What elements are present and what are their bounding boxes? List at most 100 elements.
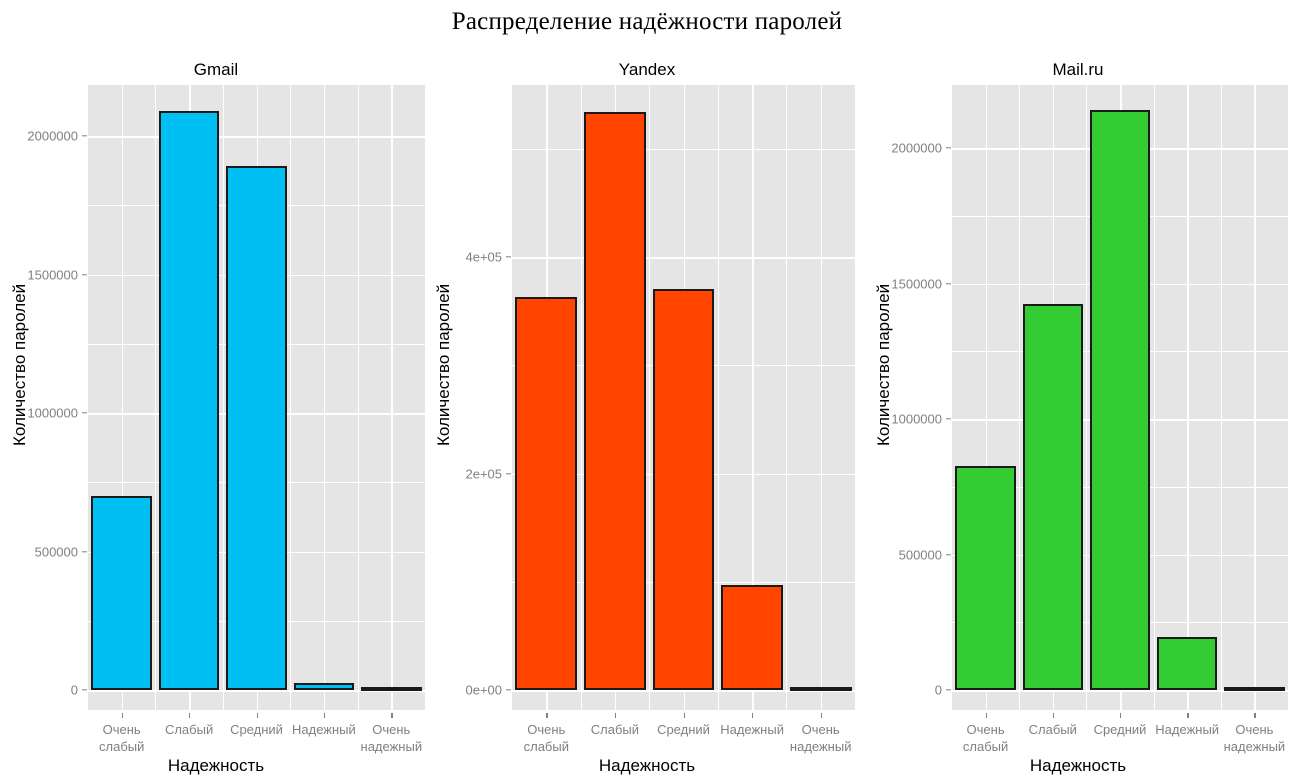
gridline-major-vertical xyxy=(820,85,823,710)
bar xyxy=(721,584,783,690)
x-tick-mark xyxy=(189,713,191,718)
gridline-minor-vertical xyxy=(855,85,856,710)
y-tick-label: 0 xyxy=(70,682,78,698)
gridline-minor-vertical xyxy=(580,85,582,710)
x-tick-label: Средний xyxy=(657,722,710,737)
gridline-major-vertical xyxy=(121,85,124,710)
x-tick-mark xyxy=(683,713,685,718)
x-tick-mark xyxy=(1254,713,1256,718)
x-tick-mark xyxy=(391,713,393,718)
bar xyxy=(1224,687,1285,691)
x-tick-label: Слабый xyxy=(590,722,640,737)
bar xyxy=(226,166,287,690)
x-tick-mark xyxy=(1120,713,1122,718)
facet-panel-yandex: Yandex Количество паролей Надежность 0e+00 2… xyxy=(432,60,862,782)
y-tick-mark xyxy=(82,689,87,691)
y-axis-label: Количество паролей xyxy=(434,283,453,447)
facet-panel-mail-ru: Mail.ru Количество паролей Надежность 0 5000… xyxy=(862,60,1294,782)
bar xyxy=(1022,303,1084,690)
plot-area xyxy=(952,85,1289,710)
y-tick-label: 2e+05 xyxy=(465,466,502,481)
bar xyxy=(91,496,153,690)
y-tick-label: 0e+00 xyxy=(465,682,502,698)
facet-panel-gmail: Gmail Количество паролей Надежность 0 500000… xyxy=(0,60,432,782)
gridline-minor-vertical xyxy=(1153,85,1155,710)
x-tick-label: Очень слабый xyxy=(523,722,569,754)
gridline-minor-vertical xyxy=(1019,85,1021,710)
gridline-minor-vertical xyxy=(1288,85,1289,710)
y-tick-mark xyxy=(946,418,951,420)
x-tick-label: Надежный xyxy=(292,722,356,737)
bar xyxy=(584,111,646,690)
x-tick-label: Очень надежный xyxy=(789,722,852,754)
x-axis-label: Надежность xyxy=(1029,756,1127,775)
x-axis-label: Надежность xyxy=(167,756,265,775)
y-tick-label: 1000000 xyxy=(891,411,942,427)
x-tick-label: Слабый xyxy=(164,722,214,737)
y-tick-mark xyxy=(506,472,511,475)
x-axis-label: Надежность xyxy=(598,756,696,775)
gridline-minor-vertical xyxy=(786,85,788,710)
y-tick-mark xyxy=(82,412,87,414)
bar xyxy=(360,687,422,691)
facet-title: Gmail xyxy=(193,60,239,79)
y-tick-mark xyxy=(82,135,87,137)
gridline-major-vertical xyxy=(752,85,754,710)
y-tick-label: 500000 xyxy=(898,547,942,562)
x-tick-label: Слабый xyxy=(1028,722,1077,737)
gridline-minor-vertical xyxy=(1220,85,1222,710)
x-tick-label: Очень надежный xyxy=(360,722,423,754)
x-tick-label: Средний xyxy=(1093,722,1147,737)
gridline-minor-vertical xyxy=(222,85,224,710)
x-tick-label: Очень слабый xyxy=(962,722,1009,754)
x-tick-mark xyxy=(121,713,124,718)
y-tick-mark xyxy=(946,689,951,691)
bar xyxy=(652,289,715,690)
y-tick-mark xyxy=(82,550,87,553)
gridline-minor-vertical xyxy=(155,85,157,710)
y-tick-mark xyxy=(946,553,951,556)
bar xyxy=(1156,637,1218,690)
gridline-major-vertical xyxy=(323,85,326,710)
bar xyxy=(515,297,578,690)
x-tick-mark xyxy=(1052,713,1055,718)
y-tick-mark xyxy=(82,273,87,276)
x-tick-mark xyxy=(752,713,754,718)
page-title: Распределение надёжности паролей xyxy=(451,8,843,35)
gridline-minor-vertical xyxy=(649,85,651,710)
x-tick-label: Надежный xyxy=(1155,722,1220,737)
gridline-major-vertical xyxy=(391,85,393,710)
y-axis-label: Количество паролей xyxy=(10,283,29,447)
x-tick-mark xyxy=(985,713,987,718)
y-tick-label: 2000000 xyxy=(891,140,942,156)
x-tick-mark xyxy=(546,713,548,718)
y-tick-label: 500000 xyxy=(34,544,78,559)
bar xyxy=(158,111,220,690)
y-tick-label: 1500000 xyxy=(891,276,942,291)
y-tick-mark xyxy=(946,282,951,285)
y-tick-mark xyxy=(946,147,951,149)
x-tick-label: Надежный xyxy=(720,722,784,737)
bar xyxy=(293,683,355,690)
y-tick-label: 1500000 xyxy=(27,267,78,282)
gridline-minor-vertical xyxy=(425,85,426,710)
y-tick-mark xyxy=(506,256,511,258)
gridline-major-vertical xyxy=(1187,85,1189,710)
x-tick-mark xyxy=(1187,713,1189,718)
plot-area xyxy=(88,85,426,710)
x-tick-mark xyxy=(323,713,326,718)
y-tick-label: 1000000 xyxy=(27,405,78,421)
bar xyxy=(955,466,1016,690)
y-tick-mark xyxy=(506,689,511,691)
gridline-major-vertical xyxy=(985,85,988,710)
gridline-minor-vertical xyxy=(290,85,292,710)
x-tick-mark xyxy=(820,713,823,718)
bar xyxy=(789,687,852,691)
y-tick-label: 2000000 xyxy=(27,128,78,144)
plot-area xyxy=(512,85,856,710)
gridline-minor-vertical xyxy=(1086,85,1088,710)
facet-title: Yandex xyxy=(618,60,676,79)
gridline-minor-vertical xyxy=(357,85,359,710)
y-tick-label: 4e+05 xyxy=(465,249,502,265)
